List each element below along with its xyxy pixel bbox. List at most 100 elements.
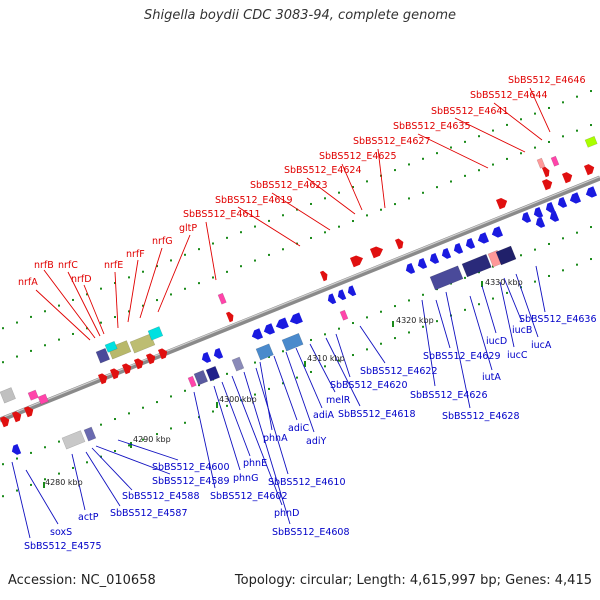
tick-dot — [114, 418, 116, 421]
gene-label-SbBS512_E4623[interactable]: SbBS512_E4623 — [250, 180, 328, 191]
leader-line-reverse — [445, 291, 471, 409]
gene-label-nrfG[interactable]: nrfG — [152, 236, 173, 247]
major-tick — [216, 402, 218, 408]
gene-label-nrfC[interactable]: nrfC — [58, 260, 78, 271]
leader-line-forward — [529, 87, 551, 133]
tick-dot — [548, 106, 550, 109]
tick-dot — [282, 382, 284, 385]
gene-label-SbBS512_E4589[interactable]: SbBS512_E4589 — [152, 476, 230, 487]
gene-label-SbBS512_E4610[interactable]: SbBS512_E4610 — [268, 477, 346, 488]
reverse-gene-arrow — [251, 328, 264, 340]
tick-dot — [338, 191, 340, 194]
gene-label-phnD[interactable]: phnD — [274, 508, 299, 519]
gene-label-actP[interactable]: actP — [78, 512, 99, 523]
gene-label-iucD[interactable]: iucD — [486, 336, 507, 347]
tick-dot — [562, 237, 564, 240]
tick-dot — [548, 242, 550, 245]
tick-dot — [520, 254, 522, 257]
leader-line-forward — [127, 259, 139, 323]
tick-dot — [576, 231, 578, 234]
reverse-gene-arrow — [465, 238, 476, 249]
gene-label-adiY[interactable]: adiY — [306, 436, 326, 447]
forward-gene-box — [147, 326, 164, 341]
leader-line-forward — [306, 177, 356, 215]
feature-rect — [187, 375, 197, 388]
reverse-gene-box — [429, 265, 464, 291]
gene-label-gltP[interactable]: gltP — [179, 223, 197, 234]
reverse-gene-arrow — [405, 263, 416, 274]
gene-label-adiA[interactable]: adiA — [313, 410, 334, 421]
leader-line-reverse — [231, 375, 283, 506]
gene-label-SbBS512_E4620[interactable]: SbBS512_E4620 — [330, 380, 408, 391]
gene-label-phnG[interactable]: phnG — [233, 473, 258, 484]
reverse-gene-box — [83, 426, 97, 442]
gene-label-nrfA[interactable]: nrfA — [18, 277, 38, 288]
gene-label-SbBS512_E4624[interactable]: SbBS512_E4624 — [284, 165, 362, 176]
leader-line-reverse — [91, 447, 133, 491]
forward-gene-box — [584, 135, 598, 148]
tick-dot — [30, 315, 32, 318]
reverse-gene-arrow — [263, 323, 276, 335]
tick-dot — [16, 321, 18, 324]
gene-label-SbBS512_E4635[interactable]: SbBS512_E4635 — [393, 121, 471, 132]
feature-rect — [205, 365, 221, 382]
gene-label-SbBS512_E4629[interactable]: SbBS512_E4629 — [423, 351, 501, 362]
gene-label-SbBS512_E4588[interactable]: SbBS512_E4588 — [122, 491, 200, 502]
gene-label-SbBS512_E4646[interactable]: SbBS512_E4646 — [508, 75, 586, 86]
gene-label-SbBS512_E4625[interactable]: SbBS512_E4625 — [319, 151, 397, 162]
leader-line-reverse — [117, 439, 179, 461]
feature-arrow — [0, 416, 10, 428]
genome-backbone-highlight — [0, 175, 600, 420]
gene-label-SbBS512_E4619[interactable]: SbBS512_E4619 — [215, 195, 293, 206]
forward-gene-box — [37, 393, 49, 405]
map-title: Shigella boydii CDC 3083-94, complete ge… — [143, 8, 457, 23]
gene-label-iucA[interactable]: iucA — [531, 340, 552, 351]
gene-label-SbBS512_E4627[interactable]: SbBS512_E4627 — [353, 136, 431, 147]
gene-label-phnA[interactable]: phnA — [263, 433, 288, 444]
leader-line-forward — [377, 148, 386, 209]
forward-gene-arrow — [370, 246, 383, 259]
gene-label-nrfD[interactable]: nrfD — [71, 274, 92, 285]
scale-label: 4330 kbp — [485, 278, 523, 287]
gene-label-SbBS512_E4622[interactable]: SbBS512_E4622 — [360, 366, 438, 377]
forward-gene-arrow — [12, 411, 22, 423]
feature-rect — [83, 426, 97, 442]
gene-label-nrfF[interactable]: nrfF — [126, 249, 145, 260]
gene-label-adiC[interactable]: adiC — [288, 423, 309, 434]
gene-label-SbBS512_E4575[interactable]: SbBS512_E4575 — [24, 541, 102, 552]
tick-dot — [352, 354, 354, 357]
gene-label-SbBS512_E4626[interactable]: SbBS512_E4626 — [410, 390, 488, 401]
leader-line-reverse — [535, 265, 546, 313]
gene-label-SbBS512_E4608[interactable]: SbBS512_E4608 — [272, 527, 350, 538]
leader-line-reverse — [255, 367, 289, 475]
gene-label-SbBS512_E4602[interactable]: SbBS512_E4602 — [210, 491, 288, 502]
gene-label-nrfE[interactable]: nrfE — [104, 260, 123, 271]
tick-dot — [492, 163, 494, 166]
tick-dot — [408, 163, 410, 166]
reverse-gene-arrow — [201, 352, 212, 363]
feature-arrow — [533, 207, 544, 218]
gene-label-SbBS512_E4628[interactable]: SbBS512_E4628 — [442, 411, 520, 422]
leader-line-forward — [67, 271, 101, 337]
gene-label-iucB[interactable]: iucB — [512, 325, 532, 336]
feature-arrow — [521, 212, 532, 223]
gene-label-melR[interactable]: melR — [326, 395, 351, 406]
gene-label-phnE[interactable]: phnE — [243, 458, 267, 469]
gene-label-SbBS512_E4644[interactable]: SbBS512_E4644 — [470, 90, 548, 101]
topology-text: Topology: circular; Length: 4,615,997 bp… — [234, 573, 592, 588]
gene-label-nrfB[interactable]: nrfB — [34, 260, 54, 271]
gene-label-SbBS512_E4611[interactable]: SbBS512_E4611 — [183, 209, 261, 220]
tick-dot — [198, 282, 200, 285]
gene-label-SbBS512_E4641[interactable]: SbBS512_E4641 — [431, 106, 509, 117]
gene-label-soxS[interactable]: soxS — [50, 527, 72, 538]
gene-label-iucC[interactable]: iucC — [507, 350, 528, 361]
gene-label-iutA[interactable]: iutA — [482, 372, 501, 383]
gene-label-SbBS512_E4587[interactable]: SbBS512_E4587 — [110, 508, 188, 519]
leader-line-reverse — [193, 391, 216, 489]
gene-label-SbBS512_E4618[interactable]: SbBS512_E4618 — [338, 409, 416, 420]
tick-dot — [16, 489, 18, 492]
gene-label-SbBS512_E4636[interactable]: SbBS512_E4636 — [519, 314, 597, 325]
gene-label-SbBS512_E4600[interactable]: SbBS512_E4600 — [152, 462, 230, 473]
tick-dot — [100, 321, 102, 324]
tick-dot — [324, 365, 326, 368]
